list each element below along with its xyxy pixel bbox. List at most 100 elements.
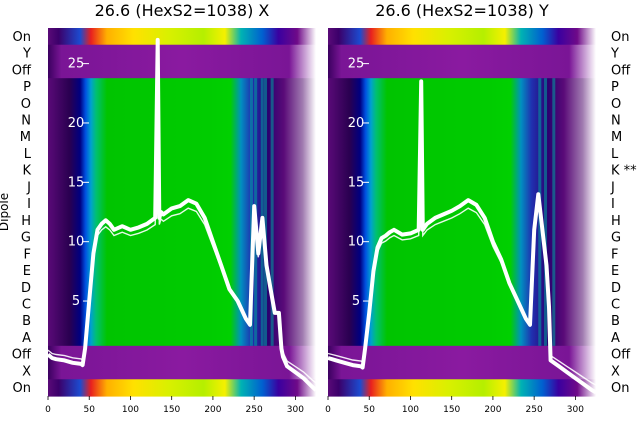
heatmap-row [48,94,316,113]
row-label: N [21,114,31,129]
row-label: X [22,364,31,379]
row-label: M [611,130,622,145]
overlay-curve-secondary-1 [47,60,317,384]
x-tick-label: 150 [443,405,460,415]
row-label: J [610,180,615,195]
row-label: L [24,147,32,162]
row-label: On [13,381,31,396]
heatmap-row [48,145,316,163]
row-label: Y [610,47,619,62]
heatmap-streak [264,78,268,346]
row-label: D [21,281,31,296]
heatmap-row [48,178,316,196]
heatmap-streak [270,78,274,346]
heatmap-row [328,161,596,180]
row-label: Off [12,348,32,363]
heatmap-row [328,178,596,196]
heatmap-row [48,61,316,79]
overlay-ytick-label: 5 [352,294,360,309]
heatmap-panel-2: 5 10 15 20 25 26.6 (HexS2=1038) Y 0 50 100 150 200… [325,1,637,415]
overlay-ytick-label: 15 [68,175,85,190]
overlay-ytick-label: 20 [68,116,85,131]
overlay-ytick-label: 10 [348,235,365,250]
x-tick-label: 50 [364,405,376,415]
row-label: G [611,231,621,246]
x-tick-label: 0 [325,405,331,415]
overlay-ytick-label: 15 [348,175,365,190]
row-label: J [26,180,31,195]
x-tick-label: 200 [204,405,221,415]
row-label: Off [12,63,32,78]
heatmap-row [48,228,316,247]
heatmap-row [328,278,596,297]
heatmap-row [48,345,316,364]
row-label: H [611,214,621,229]
heatmap-streak [544,78,548,346]
overlay-ytick-label: 20 [348,116,365,131]
row-label: K ** [611,164,637,179]
panel-title-2: 26.6 (HexS2=1038) Y [375,1,549,20]
row-label: L [611,147,619,162]
x-tick-label: 100 [122,405,139,415]
row-label: O [611,97,621,112]
row-label: On [13,30,31,45]
heatmap-row [48,329,316,347]
heatmap-panel-1: 5 10 15 20 25 26.6 (HexS2=1038) X 0 50 100 150 200… [12,1,318,415]
heatmap-row [328,78,596,96]
heatmap-row [48,212,316,230]
heatmap-streak [552,78,556,346]
x-tick-label: 150 [163,405,180,415]
panel-title-1: 26.6 (HexS2=1038) X [95,1,270,20]
heatmap-row [48,262,316,280]
row-label: P [611,80,619,95]
x-tick-label: 0 [45,405,51,415]
row-label: F [24,247,31,262]
heatmap-row [48,379,316,397]
heatmap-row [48,278,316,297]
heatmap-row [48,28,316,46]
heatmap-row [328,128,596,146]
heatmap-row [328,362,596,380]
heatmap-row [48,128,316,146]
row-label: I [27,197,31,212]
row-label: On [611,30,629,45]
heatmap-row [328,262,596,280]
heatmap-row [328,28,596,46]
x-tick-label: 100 [402,405,419,415]
heatmap-row [328,61,596,79]
heatmap-row [328,44,596,63]
row-label: I [611,197,615,212]
row-label: A [22,331,31,346]
x-tick-label: 250 [246,405,263,415]
heatmap-row [328,111,596,129]
heatmap-row [328,345,596,364]
row-label: Y [22,47,31,62]
row-label: C [611,298,620,313]
row-label: N [611,114,621,129]
heatmap-streak [250,78,254,346]
row-label: E [611,264,619,279]
heatmap-row [328,245,596,263]
row-label: On [611,381,629,396]
overlay-ytick-label: 10 [68,235,85,250]
row-label: B [22,314,31,329]
heatmap-row [328,212,596,230]
row-label: Off [611,348,631,363]
overlay-ytick-label: 25 [348,57,365,72]
heatmap-row [328,228,596,247]
heatmap-row [48,111,316,129]
x-tick-label: 250 [526,405,543,415]
x-tick-label: 50 [84,405,96,415]
heatmap-row [328,145,596,163]
overlay-curve-secondary-2 [327,98,597,386]
overlay-ytick-label: 25 [68,57,85,72]
heatmap-row [328,379,596,397]
heatmap-row [48,245,316,263]
row-label: K [22,164,31,179]
row-label: M [20,130,31,145]
row-label: B [611,314,620,329]
heatmap-streak [260,78,264,346]
row-label: F [611,247,618,262]
row-label: O [21,97,31,112]
heatmap-row [328,94,596,113]
